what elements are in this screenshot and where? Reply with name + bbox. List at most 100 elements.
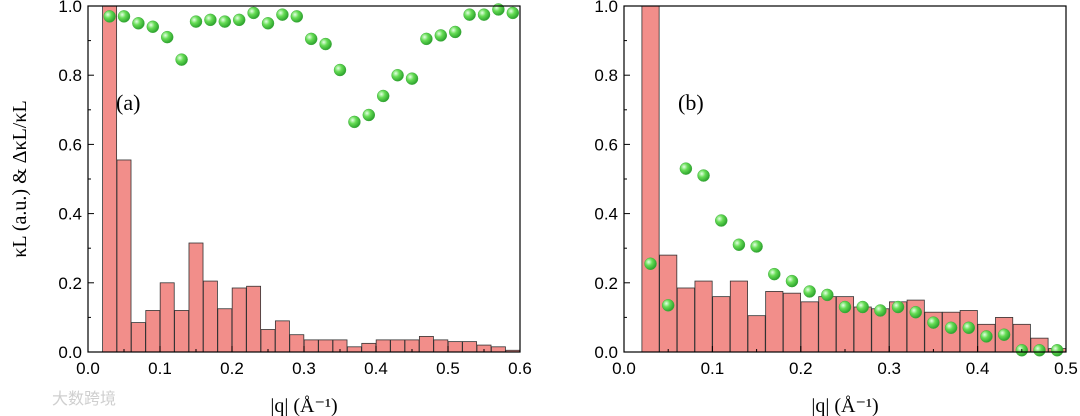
chart-b-point-10	[821, 288, 834, 302]
chart-a-bar-27	[490, 346, 506, 353]
chart-a-point-14	[305, 32, 318, 46]
chart-b-ytick-label-5: 1.0	[594, 0, 618, 16]
chart-b-point-17	[944, 321, 958, 334]
chart-a-ytick-label-2: 0.4	[58, 205, 82, 224]
chart-a-point-4	[160, 30, 174, 44]
chart-a-point-18	[362, 108, 375, 122]
chart-b-point-14	[891, 300, 905, 314]
chart-b-ytick-label-4: 0.8	[594, 66, 618, 85]
chart-a-bar-12	[274, 320, 290, 353]
chart-b-point-2	[679, 162, 693, 175]
chart-b-ytick-label-1: 0.2	[594, 274, 618, 293]
chart-b-bar-9	[800, 301, 819, 353]
chart-a-ytick-label-5: 1.0	[58, 0, 82, 16]
chart-a-xtick-label-2: 0.2	[220, 359, 244, 378]
chart-a-bar-1	[116, 159, 132, 353]
chart-b-bar-0	[641, 5, 660, 353]
chart-a-xtick-label-3: 0.3	[292, 359, 316, 378]
panel-a: 0.0 0.1 0.2 0.3 0.4 0.5 0.6 0.0 0.2 0.4 0.6 0.8 1.0 (…	[9, 0, 532, 416]
chart-a-point-6	[189, 15, 203, 28]
chart-b-bar-6	[747, 315, 766, 353]
chart-a-bar-5	[174, 310, 190, 353]
chart-a-bar-2	[130, 322, 146, 353]
chart-a-bar-19	[375, 339, 391, 353]
chart-b-ytick-label-2: 0.4	[594, 205, 618, 224]
chart-b-bar-12	[853, 306, 872, 353]
chart-a-bar-25	[462, 341, 478, 353]
chart-a-ylabel: κL (a.u.) & ΔκL/κL	[9, 100, 31, 257]
chart-a-bar-13	[289, 334, 305, 353]
chart-a-ytick-label-3: 0.6	[58, 135, 82, 154]
chart-a-point-16	[333, 63, 347, 77]
chart-b-xtick-label-1: 0.1	[701, 359, 725, 378]
chart-a-panel-label: (a)	[116, 90, 140, 115]
chart-b-point-1	[662, 299, 675, 312]
chart-b-point-8	[785, 274, 799, 288]
chart-b-point-0	[644, 257, 657, 270]
chart-b-point-18	[962, 321, 975, 334]
chart-a-xtick-label-6: 0.6	[508, 359, 532, 378]
chart-a-point-3	[146, 20, 160, 33]
chart-a-xtick-label-1: 0.1	[148, 359, 172, 378]
chart-b-ytick-label-0: 0.0	[594, 343, 618, 362]
chart-b-xtick-label-3: 0.3	[877, 359, 901, 378]
chart-b-bar-10	[818, 296, 837, 353]
chart-a-bar-4	[159, 282, 175, 353]
chart-a-bar-17	[346, 346, 362, 353]
chart-b-point-6	[750, 240, 763, 253]
chart-b-bar-7	[765, 291, 784, 353]
chart-a-point-10	[247, 6, 260, 20]
chart-a-point-15	[319, 37, 332, 51]
chart-b-point-16	[927, 316, 940, 329]
chart-a-xtick-label-5: 0.5	[436, 359, 460, 378]
chart-b-point-11	[838, 300, 852, 314]
chart-a-bar-10	[246, 285, 262, 353]
chart-b-point-4	[715, 214, 728, 227]
watermark-text: 大数跨境	[52, 389, 116, 408]
chart-a-ytick-label-4: 0.8	[58, 66, 82, 85]
chart-a-point-22	[420, 32, 433, 46]
chart-a-bar-24	[447, 341, 463, 353]
chart-a-point-28	[506, 6, 519, 20]
chart-a-bar-9	[231, 287, 247, 353]
chart-a-xtick-label-4: 0.4	[364, 359, 388, 378]
chart-a-point-11	[261, 17, 275, 30]
chart-a-bar-23	[433, 339, 449, 353]
chart-a-bar-0	[102, 5, 118, 353]
chart-b-bar-2	[676, 287, 695, 353]
chart-a-point-12	[276, 8, 289, 21]
chart-b-point-13	[874, 304, 887, 317]
chart-b-bar-5	[729, 280, 748, 353]
chart-a-xlabel: |q| (Å⁻¹)	[270, 395, 337, 416]
chart-a-bar-18	[361, 342, 377, 353]
chart-b-point-7	[768, 267, 781, 281]
chart-a-point-5	[175, 53, 188, 66]
chart-a-point-0	[103, 10, 116, 23]
chart-a-point-26	[477, 8, 491, 21]
chart-a-point-9	[232, 13, 246, 27]
panel-b: 0.0 0.1 0.2 0.3 0.4 0.5 0.0 0.2 0.4 0.6 0.8 1.0 (b) |…	[594, 0, 1077, 416]
chart-a-point-7	[204, 13, 217, 27]
chart-b-bar-3	[694, 280, 713, 353]
chart-a-ytick-label-0: 0.0	[58, 343, 82, 362]
chart-b-point-9	[803, 285, 816, 298]
chart-b-bar-8	[782, 292, 801, 353]
chart-a-point-24	[449, 25, 462, 39]
chart-a-point-23	[434, 29, 447, 42]
chart-a-ytick-label-1: 0.2	[58, 274, 82, 293]
chart-b-ytick-label-3: 0.6	[594, 135, 618, 154]
chart-a-bar-3	[145, 310, 161, 353]
chart-a-point-27	[492, 3, 505, 16]
chart-b-xtick-label-5: 0.5	[1054, 359, 1078, 378]
chart-b-xtick-label-4: 0.4	[966, 359, 990, 378]
chart-b-point-5	[732, 238, 746, 251]
chart-b-point-20	[997, 328, 1011, 341]
chart-a-point-2	[132, 17, 145, 30]
chart-a-bar-22	[418, 336, 434, 353]
chart-b-point-23	[1050, 344, 1064, 357]
chart-b-bar-4	[712, 296, 731, 353]
chart-b-point-22	[1033, 344, 1046, 357]
chart-b-point-19	[980, 330, 993, 343]
chart-a-point-19	[377, 89, 390, 103]
